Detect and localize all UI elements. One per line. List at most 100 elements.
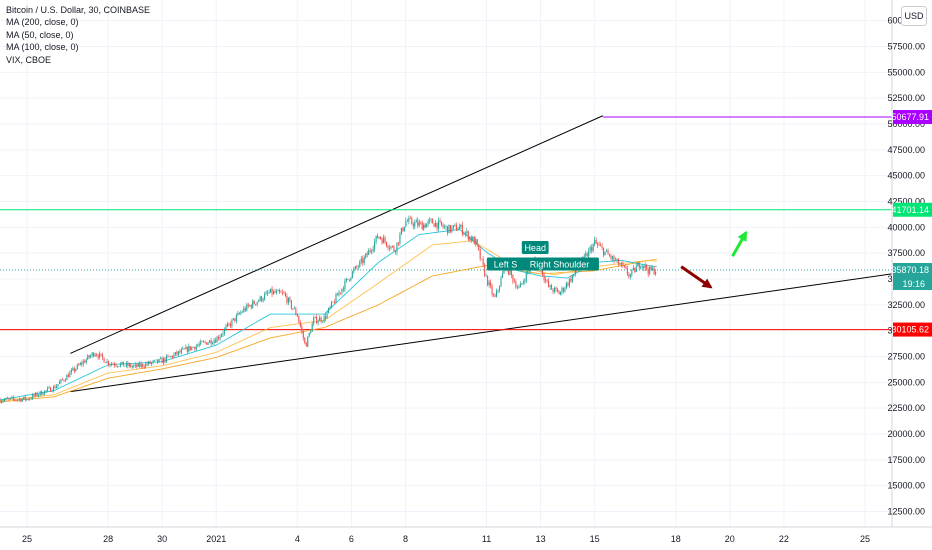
candle [157,359,159,365]
candle [143,364,145,370]
candle [223,327,226,336]
symbol-title[interactable]: Bitcoin / U.S. Dollar, 30, COINBASE [6,5,151,15]
candle [124,365,126,367]
candle [440,221,443,227]
candle-body [44,390,46,395]
candle-body [400,228,402,235]
candle [217,335,220,341]
candle-body [646,264,648,270]
candle-body [476,239,478,245]
candle-body [281,292,284,294]
candle [222,330,224,337]
candle-body [116,366,118,367]
candle-body [403,226,405,232]
candle-body [154,360,156,361]
candle-body [394,251,397,253]
candle-body [592,244,594,252]
candle-body [131,366,133,368]
candle [27,398,29,401]
candle [161,356,163,364]
candle [377,233,379,239]
candle-body [414,222,416,227]
candle [219,334,221,341]
candle [319,315,321,322]
candle-body [473,236,475,245]
candle [385,241,388,248]
candle-body [264,294,266,300]
candle [516,284,518,290]
left-shoulder-label[interactable]: Left S [486,257,525,271]
candle [438,217,440,232]
candle [608,253,611,258]
time-tick-label: 8 [403,534,408,544]
legend-ma50[interactable]: MA (50, close, 0) [6,29,74,40]
candle-body [271,288,273,295]
legend-ma200[interactable]: MA (200, close, 0) [6,17,79,28]
candle-body [371,251,373,252]
candle [476,238,478,248]
price-tick-label: 15000.00 [887,481,925,491]
candle-body [185,346,187,350]
candle [647,267,649,278]
candle-body [525,272,527,282]
trendline-lower[interactable] [70,273,893,393]
candle-body [61,379,63,380]
arrow-down-icon[interactable] [680,265,713,289]
candle [344,278,346,292]
moving-averages [0,228,657,403]
candle-body [96,354,98,356]
candle [49,386,52,392]
candle-body [494,295,496,297]
right-shoulder-label[interactable]: Right Shoulder [520,257,599,271]
candle [210,338,212,347]
candle [88,354,90,359]
candle [461,221,463,237]
candle [432,218,434,224]
candle [139,361,141,369]
pattern-annotations: Head Left S Right Shoulder [486,241,599,271]
candle-body [299,321,301,327]
candle-body [470,236,472,241]
candle [213,337,215,346]
candle-body [238,313,240,314]
candle [339,292,341,295]
candle [78,362,80,366]
legend-ma100[interactable]: MA (100, close, 0) [6,42,79,53]
candle-body [274,291,276,293]
candle [396,242,398,256]
candle [436,222,438,232]
arrow-up-icon[interactable] [731,230,748,258]
candle [67,372,69,378]
price-tick-label: 27500.00 [887,352,925,362]
candle-body [18,398,20,400]
candle [24,395,26,402]
candle-body [485,275,487,277]
price-tick-label: 47500.00 [887,145,925,155]
candle [176,349,178,357]
candle [383,234,385,244]
candle-body [258,300,260,302]
candle [106,358,108,364]
candle-body [113,364,116,366]
currency-button[interactable]: USD [901,6,927,26]
candle-body [326,312,328,319]
candle-body [559,292,562,295]
candle-body [292,308,294,309]
candle [455,222,457,231]
candle [170,355,172,359]
candle [497,289,499,294]
candle [313,315,315,326]
candle [191,346,193,351]
candle-body [635,266,637,272]
trendline-upper[interactable] [70,115,603,354]
countdown-label: 19:16 [902,279,925,289]
candle [470,235,472,244]
candle [189,345,191,352]
head-label[interactable]: Head [521,241,549,254]
candle [44,390,46,396]
legend-vix[interactable]: VIX, CBOE [6,54,52,65]
time-tick-label: 6 [349,534,354,544]
candle-body [316,316,318,323]
candle-body [611,256,614,259]
